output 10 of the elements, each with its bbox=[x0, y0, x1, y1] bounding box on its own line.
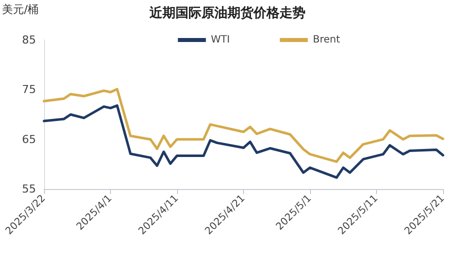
y-tick-label: 65 bbox=[22, 132, 36, 146]
legend-label: WTI bbox=[210, 34, 230, 46]
y-axis-title: 美元/桶 bbox=[2, 3, 39, 16]
y-tick-label: 75 bbox=[22, 83, 36, 96]
legend-label: Brent bbox=[312, 34, 340, 46]
line-series bbox=[42, 104, 444, 179]
line-series bbox=[42, 88, 444, 163]
chart-title: 近期国际原油期货价格走势 bbox=[148, 5, 306, 21]
y-tick-label: 55 bbox=[22, 182, 36, 196]
y-tick-label: 85 bbox=[22, 34, 36, 46]
